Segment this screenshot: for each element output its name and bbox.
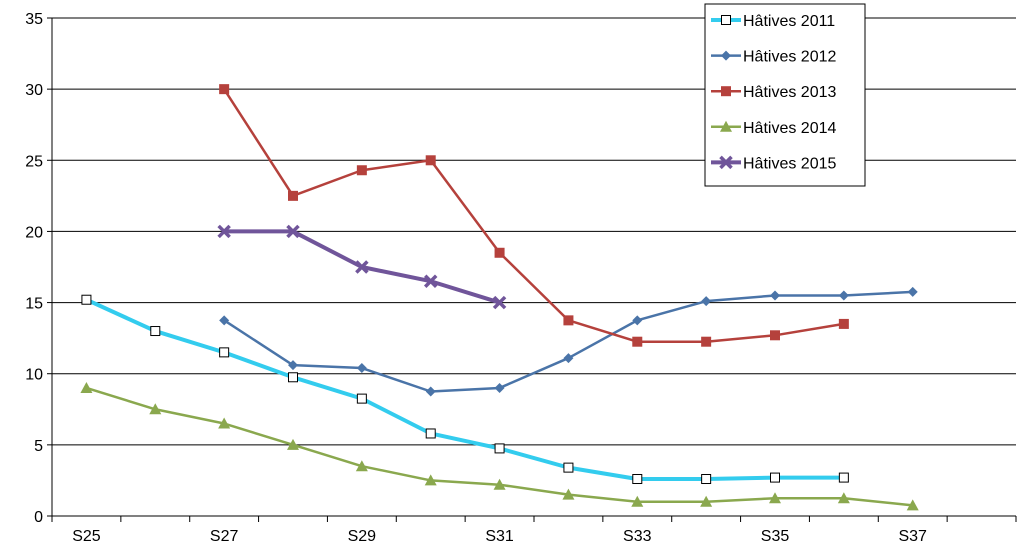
data-point <box>356 165 367 176</box>
data-point <box>701 474 712 485</box>
data-point <box>838 472 849 483</box>
data-point <box>719 155 733 170</box>
series-3 <box>219 84 849 347</box>
series-4 <box>80 381 919 511</box>
data-point <box>288 372 298 383</box>
data-point <box>632 315 643 326</box>
x-tick-label: S33 <box>623 528 652 545</box>
legend-item: Hâtives 2011 <box>711 13 835 30</box>
data-point <box>631 495 644 507</box>
data-point <box>425 428 436 439</box>
series-line <box>223 290 913 393</box>
gridlines <box>52 17 1016 446</box>
data-point <box>700 495 713 507</box>
data-point <box>701 336 712 347</box>
data-point <box>494 382 505 393</box>
data-point <box>632 336 643 347</box>
data-point <box>494 247 505 258</box>
data-point <box>288 190 298 201</box>
data-point <box>632 474 643 485</box>
data-point <box>356 363 367 374</box>
x-tick-label: S29 <box>348 528 377 545</box>
data-point <box>286 224 300 239</box>
y-tick-label: 35 <box>25 11 43 28</box>
data-point <box>219 347 230 358</box>
legend-item: Hâtives 2014 <box>711 120 836 137</box>
data-point <box>81 294 92 305</box>
data-point <box>721 15 731 25</box>
data-point <box>288 360 298 371</box>
x-tick-label: S35 <box>761 528 790 545</box>
series-layer <box>80 84 919 511</box>
y-tick-label: 25 <box>25 153 43 170</box>
data-point <box>219 315 230 326</box>
data-point <box>493 478 506 490</box>
data-point <box>423 274 438 288</box>
data-point <box>425 155 436 166</box>
data-point <box>217 224 231 239</box>
legend-item: Hâtives 2015 <box>711 155 836 172</box>
y-tick-label: 30 <box>25 82 43 99</box>
series-line <box>85 297 844 482</box>
legend-label: Hâtives 2013 <box>743 84 836 101</box>
data-point <box>721 86 731 97</box>
data-point <box>563 462 574 473</box>
legend-item: Hâtives 2012 <box>711 49 836 66</box>
data-point <box>563 315 574 326</box>
data-point <box>838 290 849 301</box>
data-point <box>701 296 712 307</box>
data-point <box>907 286 918 297</box>
legend-label: Hâtives 2012 <box>743 49 836 66</box>
y-tick-label: 20 <box>25 224 43 241</box>
data-point <box>356 393 367 404</box>
data-point <box>492 295 507 310</box>
data-point <box>355 460 368 472</box>
data-point <box>424 474 437 486</box>
data-point <box>837 492 850 504</box>
series-1 <box>81 294 849 485</box>
legend-label: Hâtives 2011 <box>743 13 835 30</box>
data-point <box>219 84 230 95</box>
legend-box <box>704 3 866 187</box>
data-point <box>770 330 780 341</box>
data-point <box>355 260 369 274</box>
y-axis-ticks: 0 5 10 15 20 25 30 35 <box>25 11 52 526</box>
x-tick-label: S25 <box>72 528 101 545</box>
x-tick-label: S27 <box>210 528 239 545</box>
y-tick-label: 10 <box>25 367 43 384</box>
data-point <box>770 472 780 483</box>
data-point <box>218 417 231 429</box>
data-point <box>494 443 505 454</box>
series-line <box>223 88 845 343</box>
data-point <box>769 492 781 504</box>
data-point <box>80 381 93 393</box>
data-point <box>425 386 436 397</box>
y-tick-label: 0 <box>34 509 43 526</box>
x-tick-label: S31 <box>485 528 514 545</box>
legend-label: Hâtives 2015 <box>743 155 836 172</box>
y-tick-label: 15 <box>25 296 43 313</box>
data-point <box>838 318 849 329</box>
x-axis-ticks: S25 S27 S29 S31 S33 S35 S37 <box>51 516 1017 545</box>
data-point <box>563 353 574 364</box>
legend-item: Hâtives 2013 <box>711 84 836 101</box>
axes <box>51 18 1016 517</box>
data-point <box>287 438 299 450</box>
data-point <box>770 290 780 301</box>
y-tick-label: 5 <box>34 438 43 455</box>
data-point <box>721 50 731 61</box>
legend: Hâtives 2011 Hâtives 2012 Hâtives 2013 Hâti… <box>704 3 866 187</box>
legend-label: Hâtives 2014 <box>743 120 836 137</box>
data-point <box>906 499 919 511</box>
series-5 <box>217 224 507 310</box>
data-point <box>562 488 575 500</box>
x-tick-label: S37 <box>898 528 927 545</box>
data-point <box>720 120 732 132</box>
data-point <box>149 403 162 415</box>
data-point <box>150 326 161 337</box>
series-2 <box>219 286 918 397</box>
